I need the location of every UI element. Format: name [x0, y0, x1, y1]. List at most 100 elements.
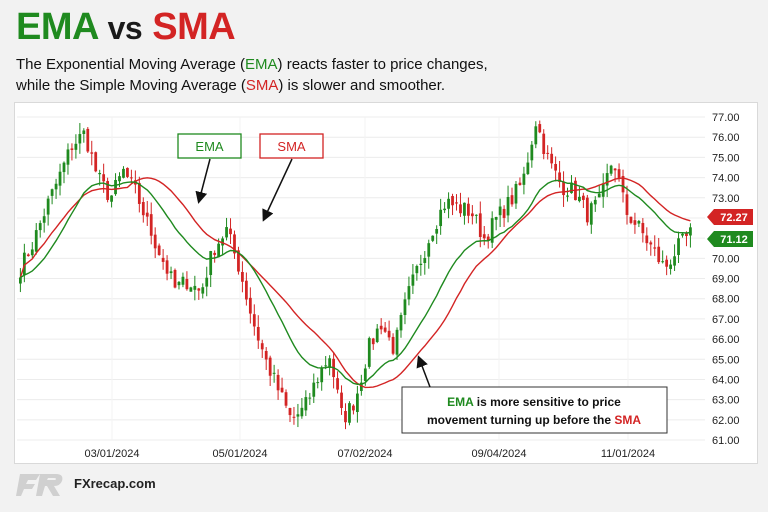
candle — [494, 216, 498, 231]
candle-body — [558, 172, 561, 182]
candle-body — [637, 221, 641, 224]
candle-body — [407, 286, 411, 300]
candle-body — [244, 280, 248, 300]
candle — [300, 397, 304, 419]
candle-body — [320, 368, 324, 383]
candle-body — [50, 189, 54, 196]
candle — [463, 202, 466, 225]
candle — [411, 264, 415, 294]
candle-body — [189, 287, 193, 292]
candle — [526, 152, 530, 176]
candle-body — [328, 358, 332, 368]
candle — [518, 177, 522, 186]
annotation-arrow — [416, 355, 431, 388]
candle-body — [629, 216, 633, 223]
y-tick-label: 75.00 — [712, 152, 740, 164]
x-tick-label: 05/01/2024 — [212, 448, 267, 460]
candle-body — [613, 168, 617, 171]
candle — [585, 194, 589, 226]
subtitle-line-1: The Exponential Moving Average (EMA) rea… — [16, 54, 488, 75]
candle — [685, 231, 688, 247]
candle — [514, 181, 518, 209]
candle-body — [443, 208, 446, 211]
candle — [641, 218, 645, 243]
candle — [645, 227, 649, 251]
candle-body — [625, 194, 629, 215]
candle-body — [225, 227, 228, 238]
candle-body — [141, 201, 145, 216]
candle-body — [661, 261, 665, 263]
y-tick-label: 62.00 — [712, 415, 740, 427]
candle — [292, 406, 296, 425]
candle — [340, 385, 343, 415]
candle — [510, 187, 514, 207]
candle-body — [419, 263, 423, 265]
candle-body — [316, 382, 320, 384]
candle-body — [585, 197, 589, 223]
candle — [403, 292, 407, 325]
annotation-text: movement turning up before the — [427, 413, 614, 427]
candle — [78, 123, 82, 154]
candle-body — [435, 229, 439, 234]
y-tick-label: 73.00 — [712, 193, 740, 205]
candle — [126, 167, 129, 179]
candle-body — [46, 198, 50, 215]
candle-body — [498, 206, 502, 216]
candle — [689, 223, 692, 248]
candle — [538, 120, 542, 134]
price-badge — [707, 209, 753, 225]
candle — [566, 187, 569, 202]
candle — [221, 236, 224, 255]
candle — [276, 369, 280, 400]
candle-body — [415, 265, 419, 274]
price-badge-value: 72.27 — [720, 212, 748, 224]
candle — [106, 177, 109, 203]
candle — [356, 385, 359, 423]
candle-body — [526, 162, 530, 175]
candle-body — [181, 276, 185, 285]
annotation-line-1: EMA is more sensitive to price — [447, 395, 621, 409]
candle — [431, 235, 435, 243]
candle-body — [130, 177, 133, 179]
candle-body — [359, 382, 363, 391]
candle-body — [19, 277, 22, 284]
candle-body — [145, 212, 149, 217]
candle — [252, 304, 256, 336]
candle-body — [581, 195, 585, 200]
candle — [352, 404, 355, 415]
candle-body — [641, 222, 645, 234]
sma-legend: SMA — [259, 133, 324, 159]
candle — [478, 201, 482, 248]
candle-body — [470, 213, 474, 217]
candle — [256, 315, 260, 349]
candle-body — [74, 143, 78, 150]
candle — [474, 214, 478, 224]
y-tick-label: 76.00 — [712, 132, 740, 144]
candle-body — [252, 314, 256, 327]
candle — [268, 355, 272, 386]
candle — [233, 230, 236, 259]
candle-body — [102, 174, 106, 182]
y-tick-label: 69.00 — [712, 274, 740, 286]
candle-body — [348, 403, 351, 423]
annotation-box: EMA is more sensitive to price movement t… — [401, 386, 668, 434]
candle — [581, 192, 585, 208]
candle-body — [494, 217, 498, 220]
candle-body — [106, 181, 109, 200]
candle-body — [538, 124, 542, 133]
candle-body — [685, 233, 688, 237]
candle — [58, 163, 62, 196]
candle-body — [411, 274, 415, 286]
annotation-text: is more sensitive to price — [473, 395, 621, 409]
chart-panel: 77.0076.0075.0074.0073.0072.0071.0070.00… — [14, 102, 758, 464]
subtitle-text: ) is slower and smoother. — [278, 77, 446, 94]
candle — [225, 217, 228, 241]
candle — [625, 185, 629, 225]
candle-body — [514, 183, 518, 204]
candle-body — [673, 256, 676, 266]
candle-body — [593, 199, 597, 205]
candle — [609, 164, 613, 176]
candle — [589, 201, 593, 234]
candle — [19, 268, 22, 293]
candle — [593, 196, 597, 212]
